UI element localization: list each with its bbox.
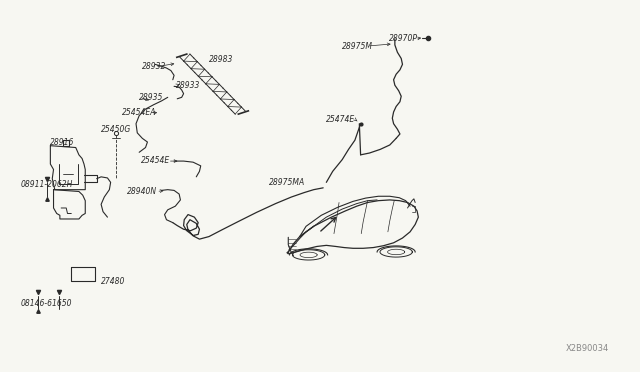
Text: 25454E: 25454E (141, 156, 170, 165)
Text: 28975M: 28975M (342, 42, 373, 51)
Text: 28940N: 28940N (127, 187, 157, 196)
Text: 28983: 28983 (209, 55, 234, 64)
Text: 28916: 28916 (51, 138, 75, 147)
Text: 08911-2062H: 08911-2062H (20, 180, 73, 189)
Text: 25450G: 25450G (101, 125, 131, 134)
Text: 28933: 28933 (176, 81, 200, 90)
Text: 08146-61650: 08146-61650 (20, 299, 72, 308)
Text: X2B90034: X2B90034 (565, 344, 609, 353)
Text: 25454EA: 25454EA (122, 108, 157, 117)
Text: 28975MA: 28975MA (269, 178, 305, 187)
Text: 28970P: 28970P (388, 34, 417, 43)
Text: 27480: 27480 (101, 277, 125, 286)
Text: 28935: 28935 (139, 93, 164, 102)
Text: 25474E: 25474E (326, 115, 356, 124)
Text: 28932: 28932 (142, 62, 167, 71)
